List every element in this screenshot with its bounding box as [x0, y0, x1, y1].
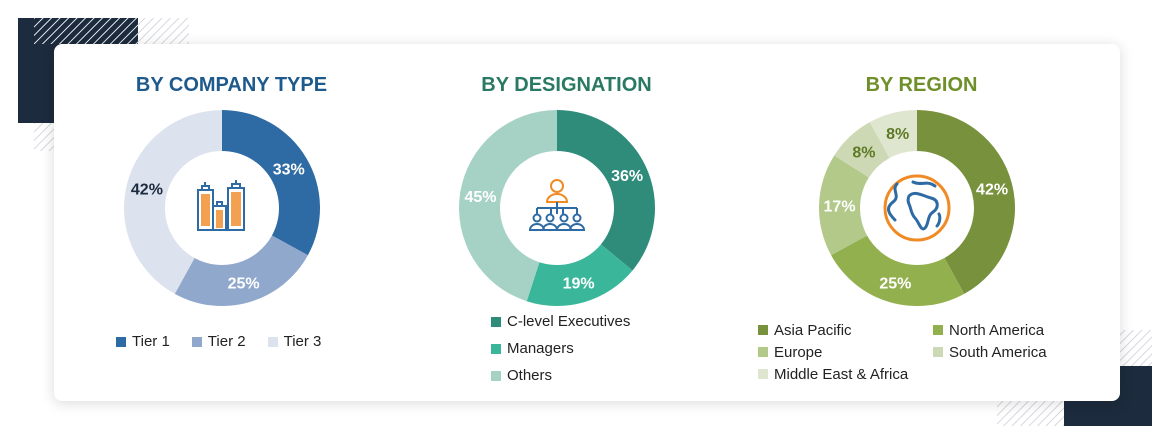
donut-slice-south-america: [834, 122, 890, 178]
legend-swatch: [758, 325, 768, 335]
chart-title: BY DESIGNATION: [481, 74, 652, 96]
legend: C-level Executives Managers Others: [491, 308, 630, 389]
chart-card: BY COMPANY TYPE 33% 25% 42% Tier 1 Tier 2 Tie…: [54, 44, 1120, 401]
legend-swatch: [933, 325, 943, 335]
legend-swatch: [933, 347, 943, 357]
decor-hatch: [34, 123, 54, 151]
legend-label: South America: [949, 343, 1047, 361]
legend-swatch: [267, 336, 278, 347]
data-label: 8%: [852, 145, 875, 162]
legend-label: Asia Pacific: [774, 321, 852, 339]
legend: Asia Pacific North America Europe South Ame…: [758, 319, 1063, 385]
donut-slice-tier-3: [123, 110, 222, 294]
legend-label: Middle East & Africa: [774, 365, 909, 383]
data-label: 45%: [464, 189, 496, 206]
chart-title: BY REGION: [865, 74, 978, 96]
data-label: 42%: [976, 182, 1008, 199]
legend-item: Managers: [491, 335, 630, 362]
panel-company-type: BY COMPANY TYPE 33% 25% 42% Tier 1 Tier 2 Tie…: [54, 44, 409, 401]
panel-region: BY REGION 42% 25% 17% 8% 8% Asia Pacific North…: [744, 44, 1099, 401]
legend-swatch: [758, 347, 768, 357]
buildings-icon: [197, 180, 245, 231]
donut-slice-c-level-executives: [557, 110, 655, 271]
data-label: 36%: [611, 168, 643, 185]
legend-swatch: [491, 343, 501, 354]
legend-item: North America: [933, 319, 1063, 341]
donut-slice-others: [458, 110, 557, 302]
donut-chart: 36% 19% 45%: [458, 110, 655, 306]
legend-swatch: [491, 316, 501, 327]
donut-slice-managers: [526, 244, 633, 306]
legend-item: Middle East & Africa: [758, 363, 933, 385]
decor-hatch: [34, 18, 189, 44]
data-label: 25%: [228, 275, 260, 292]
legend-swatch: [758, 369, 768, 379]
data-label: 8%: [886, 126, 909, 143]
legend-item: Asia Pacific: [758, 319, 933, 341]
data-label: 19%: [563, 275, 595, 292]
legend-swatch: [116, 336, 126, 347]
legend-item: Tier 2: [191, 328, 246, 355]
legend-item: Tier 3: [267, 328, 322, 355]
donut-slice-north-america: [831, 235, 965, 306]
data-label: 17%: [824, 199, 856, 216]
data-label: 42%: [131, 182, 163, 199]
donut-chart: 33% 25% 42%: [123, 110, 320, 306]
legend-label: North America: [949, 321, 1045, 339]
legend-item: South America: [933, 341, 1063, 363]
legend-label: Managers: [507, 340, 574, 357]
legend-swatch: [191, 336, 202, 347]
donut-slice-asia-pacific: [917, 110, 1015, 294]
data-label: 25%: [879, 275, 911, 292]
chart-title: BY COMPANY TYPE: [135, 74, 328, 96]
legend-label: Europe: [774, 343, 823, 361]
donut-slice-europe: [819, 155, 869, 256]
legend-label: Tier 1: [132, 333, 170, 350]
donut-chart: 42% 25% 17% 8% 8%: [819, 110, 1015, 306]
donut-slice-middle-east-africa: [869, 110, 917, 159]
legend-item: Europe: [758, 341, 933, 363]
org-hierarchy-icon: [528, 179, 586, 231]
donut-slice-tier-2: [174, 235, 308, 306]
legend-label: Tier 2: [207, 333, 246, 350]
legend-label: Tier 3: [283, 333, 322, 350]
legend-item: Others: [491, 362, 630, 389]
legend: Tier 1 Tier 2 Tier 3: [116, 328, 321, 355]
panel-designation: BY DESIGNATION 36% 19% 45% C-level Executiv…: [389, 44, 744, 401]
legend-swatch: [491, 370, 501, 381]
donut-slice-tier-1: [222, 110, 320, 256]
legend-label: Others: [507, 367, 553, 384]
legend-item: Tier 1: [116, 328, 170, 355]
globe-icon: [883, 174, 951, 242]
data-label: 33%: [273, 162, 305, 179]
legend-label: C-level Executives: [507, 313, 631, 330]
legend-item: C-level Executives: [491, 308, 630, 335]
